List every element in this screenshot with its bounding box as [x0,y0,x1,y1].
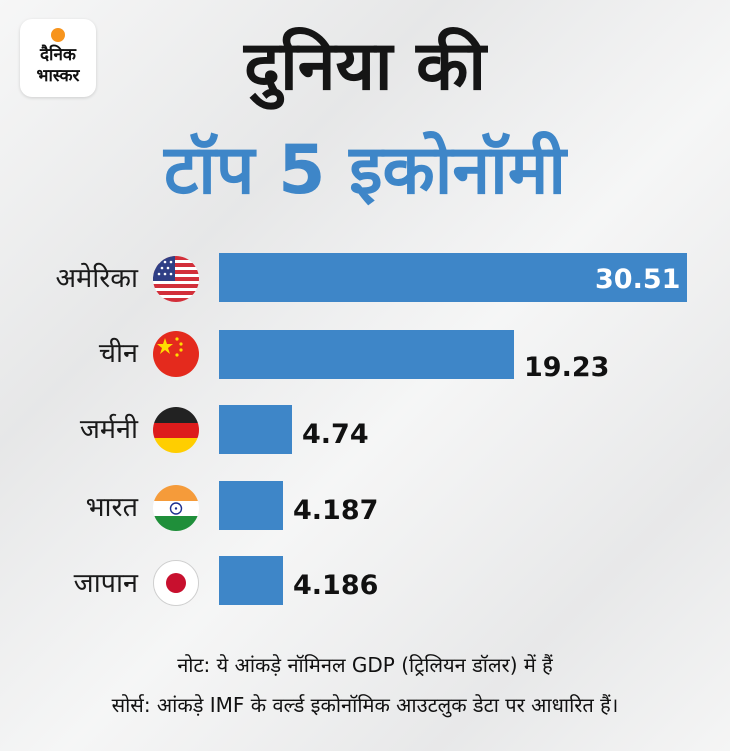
usa-flag-icon [153,256,199,302]
category-label: चीन [98,338,138,369]
category-label: जापान [73,568,138,599]
value-label-china: 19.23 [524,352,610,383]
title-line2: टॉप 5 इकोनॉमी [163,131,567,210]
value-label-japan: 4.186 [293,570,379,601]
bar-india [219,481,283,530]
germany-flag-icon [153,407,199,453]
value-label-india: 4.187 [293,495,379,526]
india-flag-icon [153,485,199,531]
source-text: सोर्स: आंकड़े IMF के वर्ल्ड इकोनॉमिक आउट… [111,693,619,717]
bar-germany [219,405,292,454]
category-label: जर्मनी [79,414,138,445]
bar-china [219,330,514,379]
category-label: भारत [85,492,138,523]
title-line1: दुनिया की [243,27,487,106]
logo-line2: भास्कर [36,66,80,86]
note-text: नोट: ये आंकड़े नॉमिनल GDP (ट्रिलियन डॉलर… [177,653,553,677]
bar-usa [219,253,687,302]
japan-flag-icon [153,560,199,606]
sun-icon [51,28,65,42]
value-label-usa: 30.51 [595,264,681,295]
logo-line1: दैनिक [40,45,76,65]
bar-japan [219,556,283,605]
category-label: अमेरिका [55,263,138,294]
china-flag-icon [153,331,199,377]
dainik-bhaskar-logo: दैनिक भास्कर [20,19,96,97]
value-label-germany: 4.74 [302,419,369,450]
